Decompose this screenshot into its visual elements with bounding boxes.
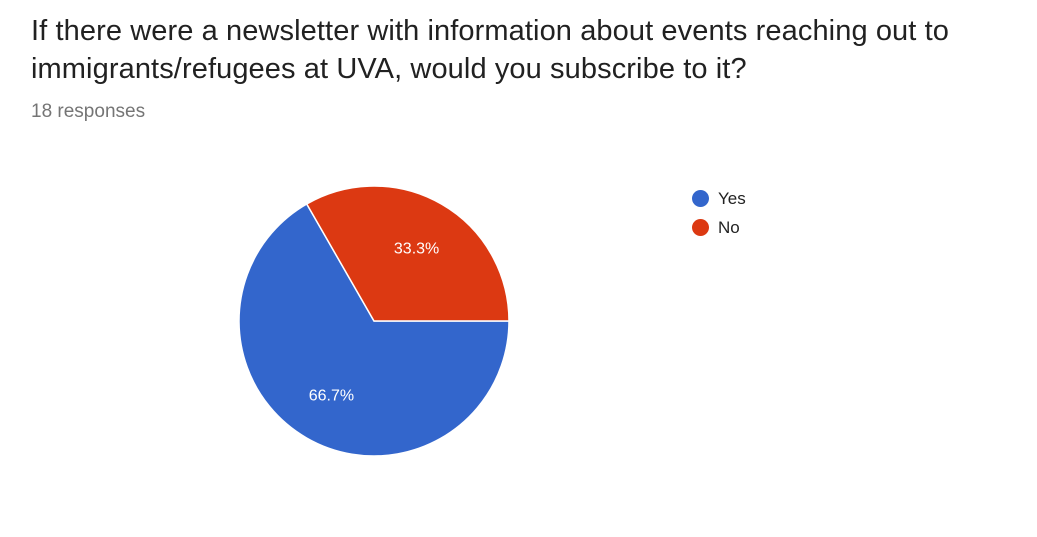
legend-item-no[interactable]: No bbox=[692, 213, 746, 242]
pie-label-yes: 66.7% bbox=[309, 388, 354, 405]
chart-legend: Yes No bbox=[692, 184, 746, 242]
pie-slice-no[interactable] bbox=[305, 185, 510, 322]
response-count: 18 responses bbox=[31, 101, 146, 122]
pie-label-no: 33.3% bbox=[394, 240, 439, 257]
pie-slice-yes[interactable] bbox=[238, 202, 510, 457]
legend-item-yes[interactable]: Yes bbox=[692, 184, 746, 213]
legend-swatch-no bbox=[692, 219, 709, 236]
legend-label-yes: Yes bbox=[718, 188, 746, 208]
legend-label-no: No bbox=[718, 217, 740, 237]
legend-swatch-yes bbox=[692, 190, 709, 207]
question-title: If there were a newsletter with informat… bbox=[31, 15, 949, 85]
